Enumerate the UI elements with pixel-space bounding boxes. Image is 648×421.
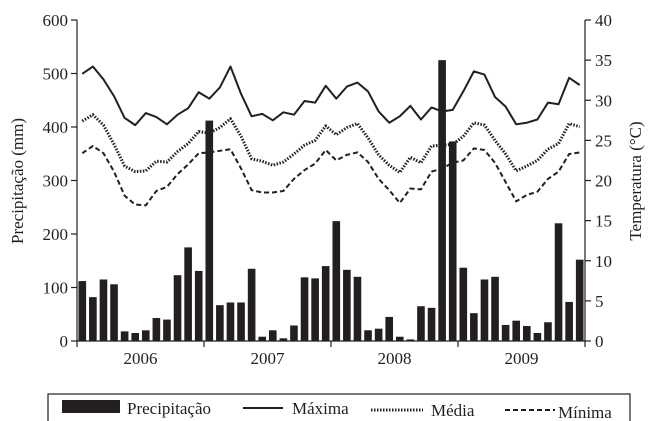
x-tick-label-2007: 2007 <box>251 349 286 368</box>
line-media <box>81 113 581 174</box>
x-tick-label-2006: 2006 <box>124 349 158 368</box>
bar-2007-05 <box>247 268 256 341</box>
legend: Precipitação Máxima Média Mínima <box>47 393 631 421</box>
bar-2008-10 <box>427 307 436 341</box>
right-tick-label-35: 35 <box>595 51 612 70</box>
bar-2006-05 <box>120 331 129 341</box>
y-axis-title-right: Temperatura (°C) <box>626 121 645 240</box>
bar-2007-04 <box>237 302 245 341</box>
bar-2009-11 <box>565 301 573 341</box>
bar-2007-08 <box>279 338 288 341</box>
bar-2008-05 <box>374 328 383 341</box>
bar-2006-04 <box>110 284 118 341</box>
legend-label-maxima: Máxima <box>292 399 349 418</box>
y-axis-title-left: Precipitação (mm) <box>8 118 27 244</box>
right-tick-label-15: 15 <box>595 212 612 231</box>
bar-2006-02 <box>89 297 97 341</box>
bar-2008-12 <box>448 141 457 341</box>
bar-2007-12 <box>321 266 330 341</box>
bar-2009-05 <box>501 324 510 341</box>
bar-2009-03 <box>480 279 489 341</box>
bar-2008-02 <box>343 269 351 341</box>
bar-2007-11 <box>311 278 319 341</box>
bar-2009-08 <box>533 332 542 341</box>
right-tick-label-0: 0 <box>595 332 604 351</box>
left-tick-label-0: 0 <box>60 332 69 351</box>
bar-2007-01 <box>205 120 214 341</box>
legend-swatch-precipitacao <box>62 400 120 413</box>
bar-2006-09 <box>163 319 171 341</box>
legend-label-precipitacao: Precipitação <box>127 399 211 418</box>
left-tick-label-500: 500 <box>43 65 69 84</box>
bar-2009-09 <box>544 322 552 341</box>
right-tick-label-30: 30 <box>595 91 612 110</box>
bar-2007-06 <box>258 336 267 341</box>
right-tick-label-10: 10 <box>595 252 612 271</box>
bar-2009-06 <box>512 320 521 341</box>
bar-2006-01 <box>78 281 87 341</box>
bar-2009-01 <box>459 267 468 341</box>
line-minima <box>81 144 580 207</box>
bar-2006-12 <box>194 270 203 341</box>
bar-2007-02 <box>216 305 224 341</box>
x-ticks: 2006 2007 2008 2009 <box>76 341 586 368</box>
right-tick-label-20: 20 <box>595 172 612 191</box>
line-maxima <box>81 65 581 127</box>
temperature-lines <box>81 65 581 207</box>
left-tick-label-100: 100 <box>43 279 69 298</box>
right-tick-label-5: 5 <box>595 292 604 311</box>
legend-box <box>47 393 631 421</box>
axes <box>76 20 586 342</box>
left-tick-label-400: 400 <box>43 118 69 137</box>
bar-2009-12 <box>575 259 584 341</box>
right-tick-label-25: 25 <box>595 131 612 150</box>
left-tick-label-600: 600 <box>43 11 69 30</box>
bar-2006-06 <box>131 332 140 341</box>
bar-2009-07 <box>522 326 531 341</box>
bar-2008-11 <box>438 60 446 342</box>
right-y-ticks: 0 5 10 15 20 25 30 35 40 <box>585 11 612 351</box>
bar-2008-01 <box>332 221 341 341</box>
bar-2008-06 <box>385 316 394 341</box>
bar-2008-09 <box>417 306 425 341</box>
bar-2006-07 <box>141 330 150 341</box>
bar-2008-04 <box>364 330 372 341</box>
bar-2007-10 <box>300 277 309 341</box>
legend-label-media: Média <box>431 401 475 420</box>
left-y-ticks: 0 100 200 300 400 500 600 <box>43 11 77 351</box>
x-tick-label-2009: 2009 <box>505 349 539 368</box>
legend-label-minima: Mínima <box>558 403 612 421</box>
left-tick-label-300: 300 <box>43 172 69 191</box>
bar-2007-07 <box>268 330 277 341</box>
x-tick-label-2008: 2008 <box>378 349 412 368</box>
bar-2006-11 <box>184 247 192 342</box>
bar-2008-03 <box>353 276 362 341</box>
bar-2009-02 <box>470 313 478 341</box>
bar-2009-10 <box>554 223 563 341</box>
bar-2007-03 <box>226 302 235 341</box>
right-tick-label-40: 40 <box>595 11 612 30</box>
bar-2006-10 <box>173 275 182 341</box>
bar-2008-08 <box>406 339 415 341</box>
bar-2008-07 <box>395 336 404 341</box>
bar-2007-09 <box>290 325 298 341</box>
left-tick-label-200: 200 <box>43 225 69 244</box>
bar-2009-04 <box>491 276 499 341</box>
bar-2006-08 <box>152 318 161 341</box>
bar-2006-03 <box>99 279 108 341</box>
precipitation-bars <box>78 60 584 342</box>
